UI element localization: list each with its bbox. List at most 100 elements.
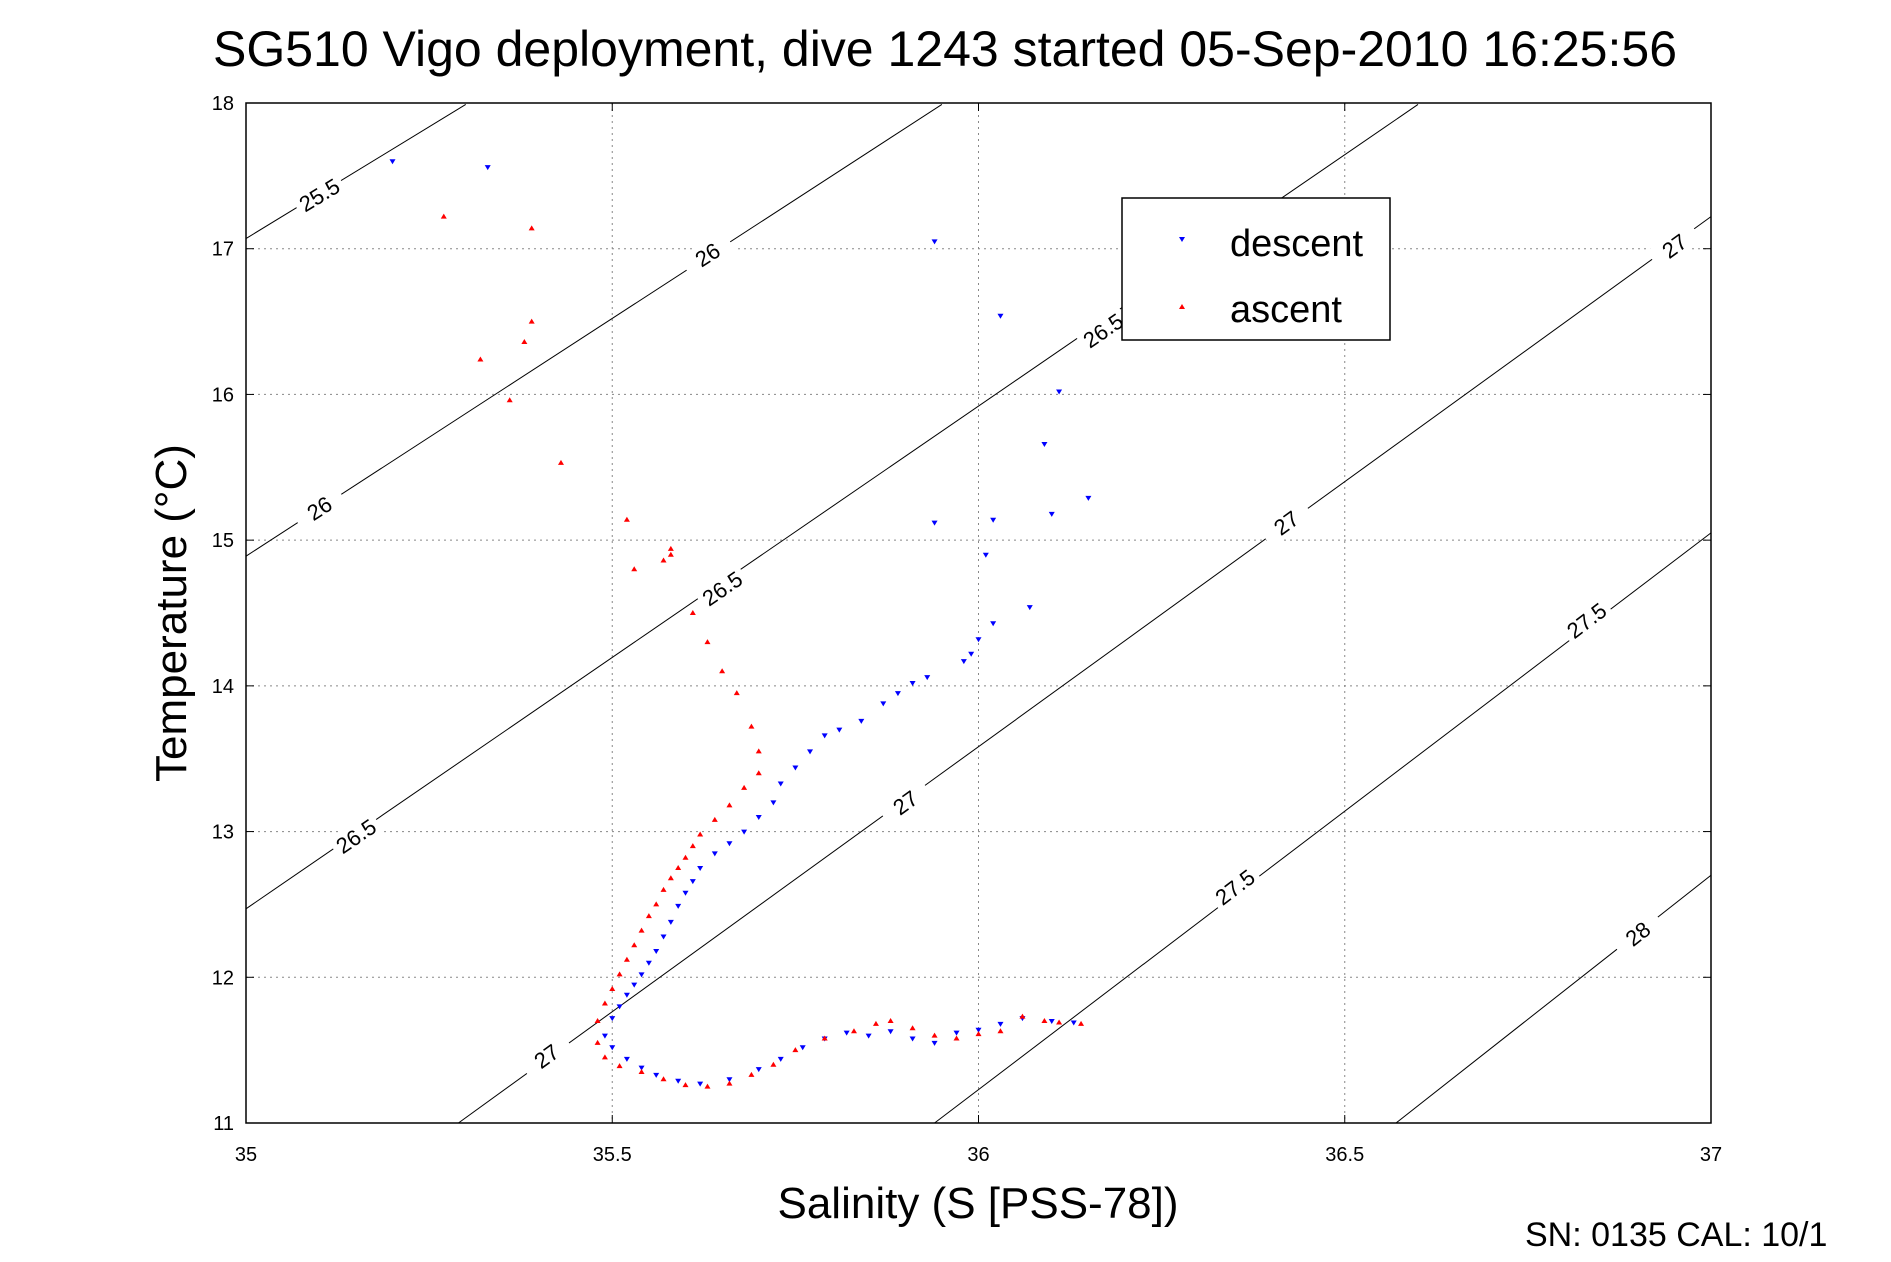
ascent-point — [667, 545, 674, 551]
contour-label-bg — [518, 1031, 575, 1081]
descent-point — [638, 972, 645, 978]
x-tick-label: 35.5 — [593, 1144, 632, 1166]
descent-point — [836, 727, 843, 733]
ascent-point — [616, 1063, 623, 1069]
ascent-point — [682, 1082, 689, 1088]
descent-point — [755, 1067, 762, 1073]
descent-point — [953, 1030, 960, 1036]
ascent-point — [528, 318, 535, 324]
ascent-point — [601, 1000, 608, 1006]
descent-point — [990, 621, 997, 627]
y-axis-label: Temperature (°C) — [147, 444, 196, 782]
descent-point — [865, 1033, 872, 1039]
legend-ascent-label: ascent — [1230, 289, 1342, 331]
contour-label-bg — [1258, 497, 1315, 548]
legend-descent-label: descent — [1230, 223, 1364, 265]
descent-point — [1026, 605, 1033, 611]
descent-point — [909, 1036, 916, 1042]
ascent-point — [653, 901, 660, 907]
contour-label-bg — [1558, 594, 1615, 646]
ascent-point — [953, 1035, 960, 1041]
serial-calibration-footer: SN: 0135 CAL: 10/1 — [1525, 1216, 1827, 1254]
descent-point — [960, 659, 967, 665]
ascent-point — [682, 854, 689, 860]
ascent-point — [872, 1020, 879, 1026]
descent-point — [858, 718, 865, 724]
x-tick-label: 36 — [967, 1144, 989, 1166]
descent-point — [1070, 1020, 1077, 1026]
descent-point — [631, 982, 638, 988]
ascent-point — [1078, 1020, 1085, 1026]
ascent-point — [675, 865, 682, 870]
descent-point — [931, 520, 938, 526]
series-descent — [389, 159, 1092, 1087]
descent-point — [924, 675, 931, 681]
contour-label-bg — [1609, 908, 1666, 960]
contour-line-25.5 — [245, 104, 467, 239]
descent-point — [997, 1021, 1004, 1027]
descent-point — [711, 851, 718, 857]
ascent-point — [719, 668, 726, 674]
descent-point — [660, 934, 667, 940]
y-tick-label: 16 — [212, 384, 234, 406]
y-tick-label: 13 — [212, 822, 234, 844]
ascent-point — [601, 1054, 608, 1060]
ascent-point — [909, 1025, 916, 1031]
ascent-point — [477, 356, 484, 362]
ascent-point — [631, 566, 638, 572]
x-tick-label: 35 — [235, 1144, 257, 1166]
ascent-point — [506, 397, 513, 403]
descent-point — [609, 1016, 616, 1022]
contour-label-bg — [290, 171, 348, 219]
contour-line-27 — [458, 216, 1712, 1124]
descent-point — [623, 992, 630, 998]
descent-point — [645, 960, 652, 966]
descent-point — [616, 1004, 623, 1010]
ascent-point — [631, 942, 638, 948]
ascent-point — [667, 551, 674, 557]
contour-label-bg — [1074, 305, 1132, 355]
descent-point — [807, 749, 814, 755]
descent-point — [990, 517, 997, 523]
descent-point — [968, 651, 975, 657]
contour-line-28 — [1395, 874, 1712, 1124]
descent-point — [931, 1040, 938, 1046]
series-ascent — [440, 213, 1085, 1089]
ascent-point — [660, 557, 667, 563]
descent-point — [726, 841, 733, 847]
ascent-point — [726, 802, 733, 808]
contour-label-bg — [877, 777, 934, 828]
ascent-point — [770, 1061, 777, 1067]
ascent-point — [645, 913, 652, 919]
ascent-point — [704, 1083, 711, 1089]
descent-point — [1048, 1019, 1055, 1024]
contour-label-bg — [327, 811, 385, 861]
descent-point — [843, 1030, 850, 1036]
ascent-point — [741, 784, 748, 790]
ascent-point — [1056, 1019, 1063, 1025]
ascent-point — [1019, 1013, 1026, 1019]
descent-point — [821, 733, 828, 739]
ascent-point — [594, 1018, 601, 1023]
legend-descent-marker — [1179, 237, 1185, 242]
y-tick-label: 14 — [212, 676, 234, 698]
ascent-point — [638, 927, 645, 933]
y-tick-label: 17 — [212, 239, 234, 261]
x-tick-label: 36.5 — [1325, 1144, 1364, 1166]
ascent-point — [755, 770, 762, 776]
contour-line-26 — [245, 104, 943, 557]
descent-point — [689, 879, 696, 885]
contour-label-bg — [290, 483, 348, 533]
ascent-point — [557, 459, 564, 465]
descent-point — [880, 701, 887, 707]
ascent-point — [748, 1071, 755, 1077]
ascent-point — [616, 971, 623, 977]
descent-point — [777, 1056, 784, 1062]
descent-point — [653, 1072, 660, 1078]
descent-point — [799, 1045, 806, 1051]
ascent-point — [726, 1080, 733, 1086]
descent-point — [697, 1081, 704, 1087]
descent-point — [601, 1033, 608, 1039]
data-series — [389, 159, 1092, 1089]
